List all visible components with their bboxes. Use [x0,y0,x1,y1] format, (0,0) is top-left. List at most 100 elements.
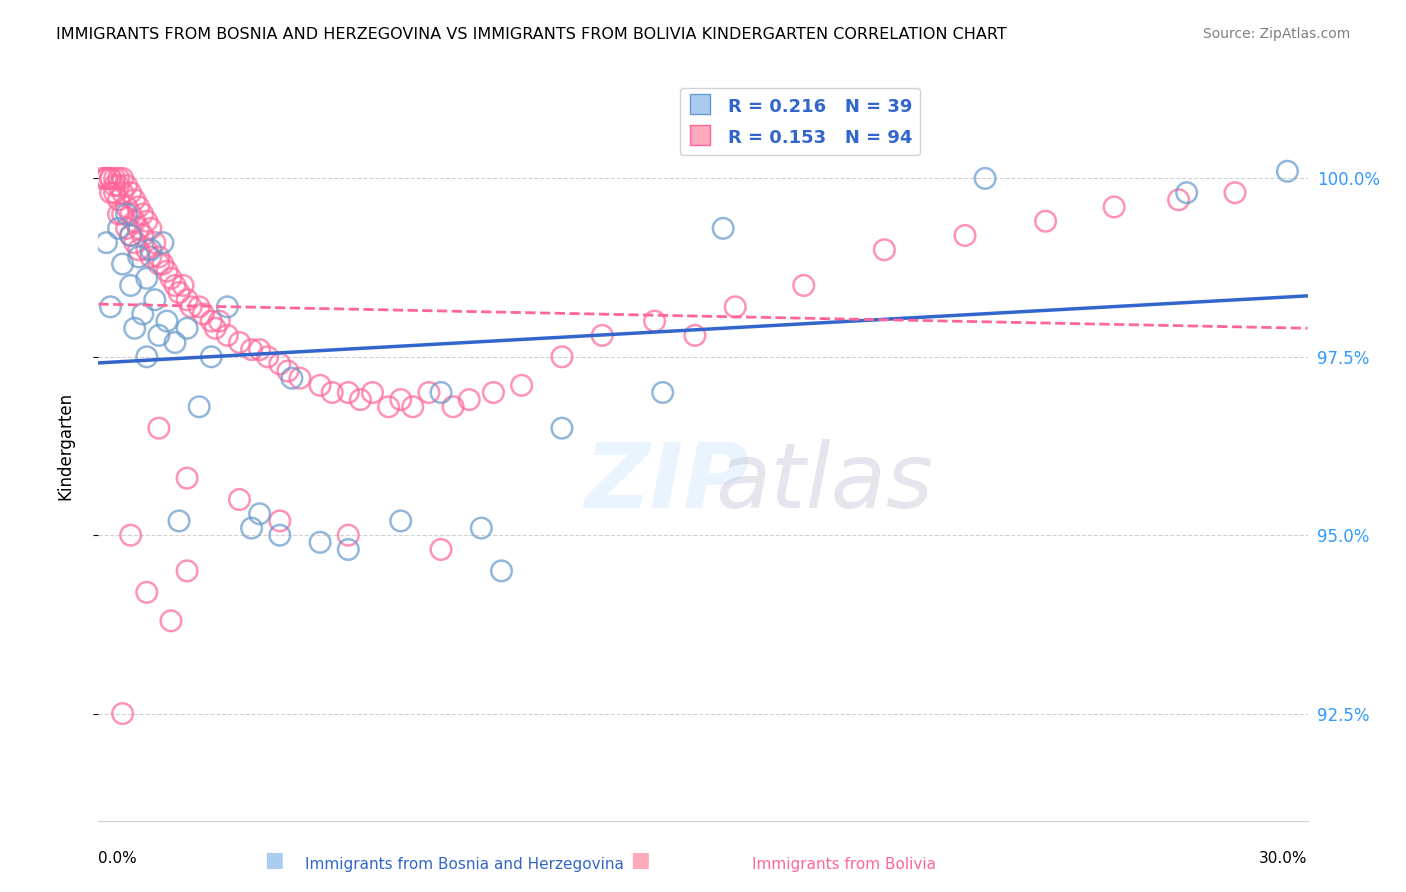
Point [441,400,464,414]
Text: atlas: atlas [714,440,934,527]
Point [430,542,453,557]
Point [111,706,134,721]
Point [96,171,118,186]
Point [163,278,186,293]
Point [337,528,360,542]
Point [1175,186,1198,200]
Point [176,471,198,485]
Point [793,278,815,293]
Point [176,293,198,307]
Point [240,521,263,535]
Text: 0.0%: 0.0% [98,851,138,865]
Point [510,378,533,392]
Point [724,300,747,314]
Point [107,178,129,193]
Point [482,385,505,400]
Point [152,235,174,250]
Point [132,307,155,321]
Point [120,228,142,243]
Point [651,385,673,400]
Point [1102,200,1125,214]
Point [148,257,170,271]
Point [337,542,360,557]
Point [124,193,146,207]
Point [337,385,360,400]
Point [1035,214,1057,228]
Point [107,171,129,186]
Point [156,264,179,278]
Point [115,207,138,221]
Point [156,314,179,328]
Point [103,186,125,200]
Point [269,528,291,542]
Point [188,400,211,414]
Point [1167,193,1189,207]
Text: ■: ■ [264,850,284,870]
Point [120,528,142,542]
Point [143,293,166,307]
Point [128,243,150,257]
Point [1223,186,1246,200]
Point [135,350,157,364]
Point [217,300,239,314]
Point [361,385,384,400]
Point [389,514,412,528]
Point [111,257,134,271]
Point [644,314,666,328]
Point [269,357,291,371]
Point [124,235,146,250]
Point [115,178,138,193]
Point [974,171,997,186]
Point [349,392,371,407]
Point [683,328,706,343]
Point [377,400,399,414]
Text: ZIP: ZIP [583,440,749,527]
Text: ■: ■ [630,850,650,870]
Point [217,328,239,343]
Point [120,278,142,293]
Y-axis label: Kindergarten: Kindergarten [56,392,75,500]
Point [188,300,211,314]
Point [139,221,162,235]
Point [167,285,190,300]
Point [115,221,138,235]
Point [172,278,194,293]
Point [176,321,198,335]
Point [100,300,122,314]
Point [167,514,190,528]
Point [240,343,263,357]
Text: Immigrants from Bolivia: Immigrants from Bolivia [752,857,935,872]
Point [103,178,125,193]
Text: Immigrants from Bosnia and Herzegovina: Immigrants from Bosnia and Herzegovina [305,857,623,872]
Point [111,171,134,186]
Point [111,207,134,221]
Point [91,171,114,186]
Point [551,350,574,364]
Point [309,378,332,392]
Point [953,228,976,243]
Point [389,392,412,407]
Point [200,314,222,328]
Point [143,235,166,250]
Point [873,243,896,257]
Point [139,250,162,264]
Point [193,307,215,321]
Point [120,207,142,221]
Point [1277,164,1299,178]
Point [160,614,183,628]
Point [288,371,311,385]
Point [402,400,425,414]
Point [163,335,186,350]
Point [132,228,155,243]
Text: 30.0%: 30.0% [1260,851,1308,865]
Point [135,214,157,228]
Point [551,421,574,435]
Point [256,350,278,364]
Point [107,193,129,207]
Point [269,514,291,528]
Point [309,535,332,549]
Point [591,328,613,343]
Point [135,243,157,257]
Point [228,492,250,507]
Point [249,343,271,357]
